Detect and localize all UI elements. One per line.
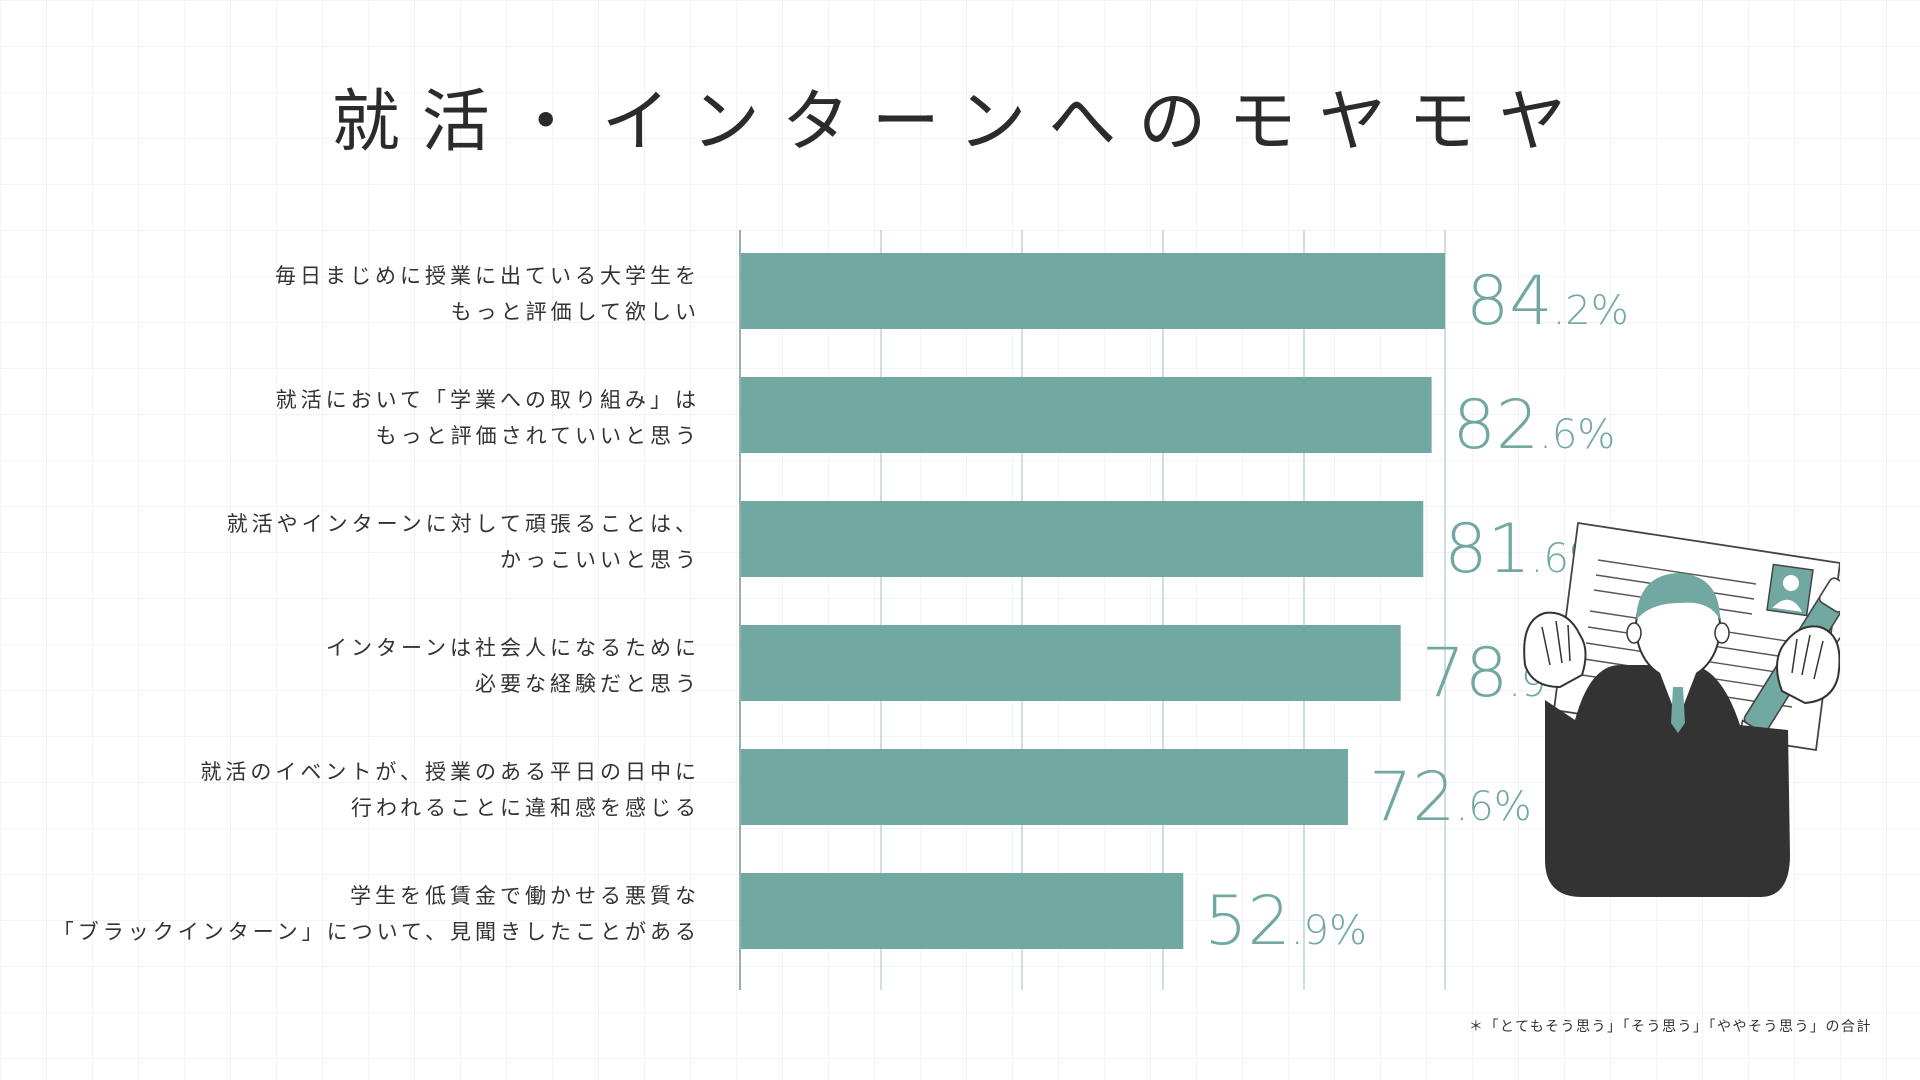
bar xyxy=(741,873,1184,949)
bar xyxy=(741,625,1401,701)
category-label: インターンは社会人になるために xyxy=(326,636,700,660)
person-raising-hands-icon xyxy=(1523,573,1840,897)
grid-lines xyxy=(739,230,1446,990)
category-label: 就活のイベントが、授業のある平日の日中に xyxy=(200,760,700,784)
category-label: 必要な経験だと思う xyxy=(475,672,700,696)
chart-title: 就活・インターンへのモヤモヤ xyxy=(331,83,1589,162)
category-label: もっと評価して欲しい xyxy=(451,300,700,324)
category-label: 毎日まじめに授業に出ている大学生を xyxy=(275,264,700,288)
illustration xyxy=(1523,521,1840,897)
value-label: 82.6% xyxy=(1453,386,1616,465)
bar xyxy=(741,253,1445,329)
bar xyxy=(741,749,1349,825)
bar xyxy=(741,501,1424,577)
value-label: 84.2% xyxy=(1466,262,1629,341)
category-label: もっと評価されていいと思う xyxy=(376,424,700,448)
value-label: 52.9% xyxy=(1204,882,1367,961)
category-label: かっこいいと思う xyxy=(500,548,700,572)
bar xyxy=(741,377,1432,453)
bars xyxy=(741,253,1445,949)
footnote: ＊「とてもそう思う」「そう思う」「ややそう思う」の合計 xyxy=(1468,1019,1872,1035)
category-label: 就活において「学業への取り組み」は xyxy=(276,388,700,412)
category-label: 就活やインターンに対して頑張ることは、 xyxy=(227,512,700,536)
value-label: 78.9% xyxy=(1422,634,1585,713)
value-labels: 84.2%82.6%81.6%78.9%72.6%52.9% xyxy=(1204,262,1628,961)
category-labels: 毎日まじめに授業に出ている大学生をもっと評価して欲しい就活において「学業への取り… xyxy=(53,264,700,944)
category-label: 「ブラックインターン」について、見聞きしたことがある xyxy=(53,920,700,944)
value-label: 72.6% xyxy=(1369,758,1532,837)
category-label: 行われることに違和感を感じる xyxy=(351,796,700,820)
category-label: 学生を低賃金で働かせる悪質な xyxy=(350,884,700,908)
